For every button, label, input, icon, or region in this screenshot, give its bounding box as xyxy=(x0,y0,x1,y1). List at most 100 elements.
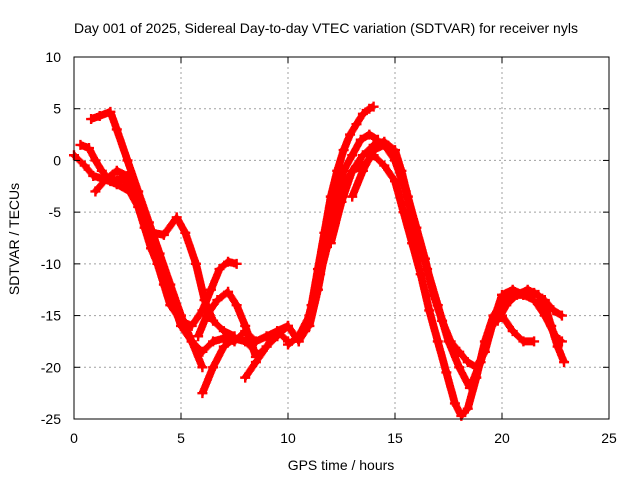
data-point xyxy=(347,191,358,202)
data-point xyxy=(105,106,116,117)
data-point xyxy=(507,326,518,337)
data-point xyxy=(368,145,379,156)
data-point xyxy=(197,388,208,399)
data-point xyxy=(111,165,122,176)
data-point xyxy=(180,227,191,238)
data-point xyxy=(390,155,400,166)
data-point xyxy=(432,336,443,347)
data-point xyxy=(293,331,304,342)
data-point xyxy=(90,186,101,197)
data-point xyxy=(533,289,544,300)
y-tick-label: -20 xyxy=(41,359,61,375)
data-point xyxy=(441,367,452,378)
data-point xyxy=(158,229,169,240)
y-tick-label: -5 xyxy=(49,204,62,220)
grid xyxy=(74,57,609,419)
data-point xyxy=(432,300,443,311)
data-point xyxy=(559,357,570,368)
data-point xyxy=(122,170,133,181)
y-tick-label: -25 xyxy=(41,411,61,427)
data-point xyxy=(539,300,550,311)
data-point xyxy=(190,258,201,269)
data-point xyxy=(111,124,122,135)
data-point xyxy=(231,258,242,269)
data-point xyxy=(218,341,229,352)
data-point xyxy=(462,357,473,368)
data-point xyxy=(208,315,219,326)
data-point xyxy=(101,174,112,185)
data-series-track-11 xyxy=(347,139,540,393)
data-point xyxy=(94,110,105,121)
data-point xyxy=(336,196,347,207)
data-point xyxy=(347,150,358,161)
data-point xyxy=(154,258,165,269)
data-point xyxy=(240,320,251,331)
x-tick-label: 15 xyxy=(387,430,403,446)
data-point xyxy=(186,336,197,347)
data-point xyxy=(398,207,409,218)
data-point xyxy=(214,264,225,275)
data-point xyxy=(464,382,475,393)
data-point xyxy=(424,305,435,316)
data-point xyxy=(208,362,219,373)
data-point xyxy=(83,143,94,154)
data-point xyxy=(240,336,251,347)
data-series-track-12 xyxy=(492,284,570,368)
y-axis-label: SDTVAR / TECUs xyxy=(6,183,22,295)
y-tick-label: -15 xyxy=(41,308,61,324)
data-point xyxy=(171,212,182,223)
x-axis-label: GPS time / hours xyxy=(288,457,395,473)
data-point xyxy=(357,165,368,176)
data-point xyxy=(368,101,379,112)
data-point xyxy=(240,372,251,383)
data-series-track-6 xyxy=(197,333,261,399)
data-point xyxy=(379,139,390,150)
data-point xyxy=(75,139,86,150)
data-point xyxy=(552,341,563,352)
data-point xyxy=(338,165,349,176)
data-point xyxy=(122,155,133,166)
x-axis-ticks: 0 5 10 15 20 25 xyxy=(70,57,617,446)
data-point xyxy=(250,357,261,368)
data-point xyxy=(511,289,522,300)
data-point xyxy=(143,222,154,233)
data-point xyxy=(79,160,90,171)
data-point xyxy=(501,300,512,311)
x-tick-label: 0 xyxy=(70,430,78,446)
chart-title: Day 001 of 2025, Sidereal Day-to-day VTE… xyxy=(74,20,578,36)
data-point xyxy=(96,165,107,176)
data-point xyxy=(357,108,368,119)
data-point xyxy=(546,320,557,331)
y-tick-label: -10 xyxy=(41,256,61,272)
data-point xyxy=(176,320,186,331)
data-point xyxy=(411,227,422,238)
data-point xyxy=(345,129,356,140)
data-point xyxy=(201,310,212,321)
y-axis-ticks: -25 -20 -15 -10 -5 0 5 10 xyxy=(41,49,609,427)
data-point xyxy=(364,129,375,140)
data-point xyxy=(415,269,426,280)
x-tick-label: 5 xyxy=(177,430,185,446)
data-point xyxy=(88,170,99,181)
data-point xyxy=(197,346,208,357)
data-point xyxy=(338,145,349,156)
data-point xyxy=(231,300,242,311)
x-tick-label: 25 xyxy=(601,430,617,446)
data-point xyxy=(454,362,465,373)
data-point xyxy=(357,150,368,161)
data-point xyxy=(443,336,454,347)
data-point xyxy=(379,160,390,171)
data-point xyxy=(86,114,97,125)
data-point xyxy=(283,320,293,331)
plot-area xyxy=(69,101,570,421)
data-point xyxy=(347,165,358,176)
data-point xyxy=(351,119,362,130)
data-point xyxy=(400,186,411,197)
data-point xyxy=(165,289,176,300)
x-tick-label: 10 xyxy=(280,430,296,446)
data-point xyxy=(272,331,283,342)
data-point xyxy=(223,286,234,297)
data-point xyxy=(205,284,216,295)
data-point xyxy=(449,398,460,409)
